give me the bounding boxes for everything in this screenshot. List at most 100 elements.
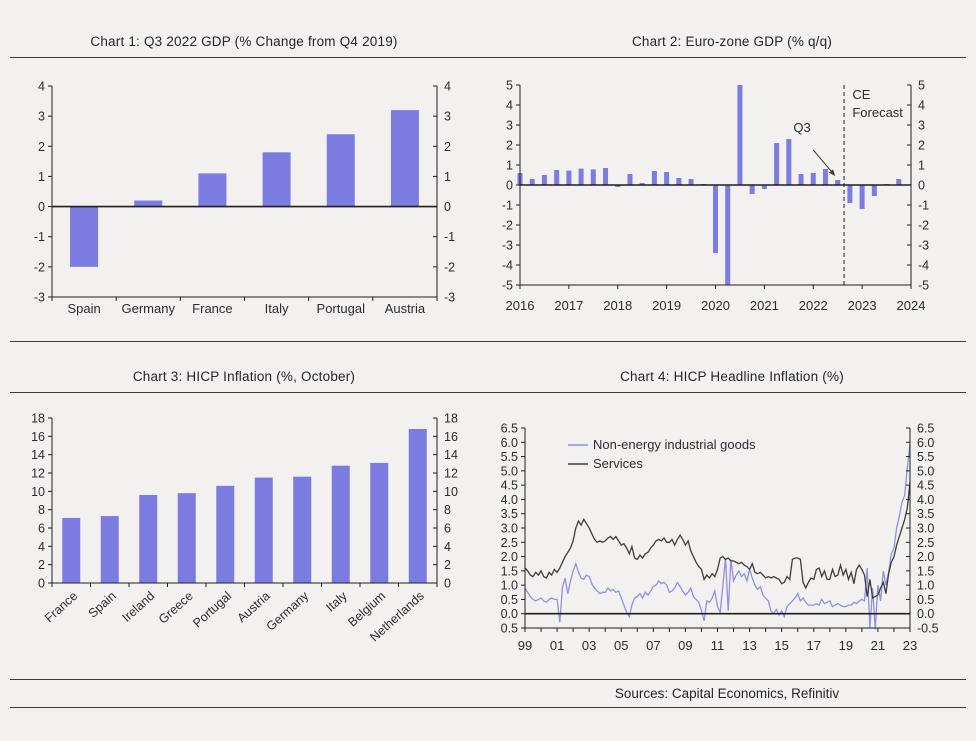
svg-text:0.5: 0.5	[917, 593, 934, 607]
svg-text:12: 12	[31, 467, 45, 481]
svg-text:-2: -2	[918, 219, 929, 233]
svg-text:Germany: Germany	[122, 301, 176, 316]
svg-text:10: 10	[444, 485, 458, 499]
svg-text:4.5: 4.5	[917, 479, 934, 493]
svg-text:Portugal: Portugal	[190, 589, 234, 631]
chart4-hicp-headline-line-chart: -0.5-0.50.00.00.50.51.01.01.51.52.02.02.…	[496, 393, 966, 673]
divider-sources-bottom	[10, 707, 966, 708]
svg-text:4: 4	[38, 540, 45, 554]
svg-text:2018: 2018	[603, 298, 632, 313]
svg-text:-2: -2	[502, 219, 513, 233]
svg-text:Ireland: Ireland	[119, 589, 157, 625]
svg-text:2017: 2017	[554, 298, 583, 313]
svg-text:11: 11	[711, 638, 725, 653]
svg-text:99: 99	[518, 638, 532, 653]
series-line-0	[524, 443, 911, 630]
series-line-1	[524, 482, 911, 600]
annotation-0: Q3	[793, 120, 810, 135]
svg-text:0.0: 0.0	[917, 607, 934, 621]
legend-label-0: Non-energy industrial goods	[593, 437, 756, 452]
svg-text:14: 14	[31, 448, 45, 462]
svg-text:8: 8	[444, 503, 451, 517]
chart2-title: Chart 2: Euro-zone GDP (% q/q)	[631, 34, 833, 49]
svg-text:12: 12	[444, 467, 458, 481]
divider-sources-top	[10, 679, 966, 680]
svg-text:15: 15	[774, 638, 788, 653]
svg-text:-1: -1	[502, 199, 513, 213]
svg-text:6.0: 6.0	[917, 436, 934, 450]
svg-text:2020: 2020	[701, 298, 730, 313]
svg-text:5.0: 5.0	[501, 464, 518, 478]
svg-text:18: 18	[444, 412, 458, 426]
title-row-2: Chart 3: HICP Inflation (%, October) Cha…	[0, 369, 976, 389]
svg-text:4.5: 4.5	[501, 479, 518, 493]
c3-bars	[62, 429, 427, 583]
axes	[48, 85, 438, 301]
divider-mid-2	[10, 392, 966, 393]
svg-text:-4: -4	[502, 259, 513, 273]
c2-canvas: -5 -5 -4 -4 -3 -3 -2 -2 -1 -1 0 0 1 1 2 2 3 3 4 4 5 5 2016 2017…	[502, 79, 929, 314]
svg-text:5.0: 5.0	[917, 464, 934, 478]
c3-canvas: 0 0 2 2 4 4 6 6 8 8 10 10 12 12 14 14 16 16 18 18 France Spai…	[31, 412, 458, 645]
svg-text:2: 2	[918, 139, 925, 153]
svg-text:6.0: 6.0	[501, 436, 518, 450]
svg-text:2024: 2024	[897, 298, 926, 313]
svg-text:1.5: 1.5	[917, 564, 934, 578]
svg-text:1.0: 1.0	[917, 579, 934, 593]
svg-text:4: 4	[918, 99, 925, 113]
svg-text:3.5: 3.5	[917, 507, 934, 521]
svg-text:2.0: 2.0	[917, 550, 934, 564]
svg-text:2.0: 2.0	[501, 550, 518, 564]
svg-text:Austria: Austria	[385, 301, 426, 316]
svg-text:-3: -3	[918, 239, 929, 253]
svg-text:Spain: Spain	[67, 301, 100, 316]
divider-top	[10, 57, 966, 58]
svg-text:2: 2	[444, 558, 451, 572]
svg-text:4: 4	[506, 99, 513, 113]
svg-text:0: 0	[918, 179, 925, 193]
svg-text:4: 4	[38, 80, 45, 94]
svg-text:19: 19	[839, 638, 853, 653]
svg-text:-1: -1	[34, 230, 45, 244]
svg-text:01: 01	[550, 638, 564, 653]
svg-text:6: 6	[38, 522, 45, 536]
c4-canvas: -0.5-0.50.00.00.50.51.01.01.51.52.02.02.…	[496, 422, 939, 654]
svg-text:1.5: 1.5	[501, 564, 518, 578]
svg-text:0: 0	[38, 200, 45, 214]
svg-text:6: 6	[444, 522, 451, 536]
svg-text:6.5: 6.5	[917, 422, 934, 436]
svg-text:France: France	[192, 301, 232, 316]
annotation-1: CE	[852, 87, 870, 102]
svg-text:-0.5: -0.5	[917, 622, 939, 636]
svg-text:1: 1	[444, 170, 451, 184]
svg-text:Spain: Spain	[86, 589, 119, 621]
svg-text:21: 21	[871, 638, 885, 653]
svg-text:1: 1	[38, 170, 45, 184]
svg-text:-3: -3	[444, 291, 455, 305]
svg-text:2021: 2021	[750, 298, 779, 313]
svg-text:3: 3	[38, 110, 45, 124]
chart3-title: Chart 3: HICP Inflation (%, October)	[132, 369, 356, 384]
svg-text:3: 3	[918, 119, 925, 133]
svg-text:5: 5	[918, 79, 925, 93]
chart2-eurozone-gdp-bar-chart: -5 -5 -4 -4 -3 -3 -2 -2 -1 -1 0 0 1 1 2 2 3 3 4 4 5 5 2016 2017…	[500, 60, 966, 340]
svg-text:-5: -5	[502, 279, 513, 293]
svg-text:2022: 2022	[799, 298, 828, 313]
svg-text:-3: -3	[502, 239, 513, 253]
c1-canvas: -3 -3 -2 -2 -1 -1 0 0 1 1 2 2 3 3 4 4 Spain Germany France…	[34, 80, 455, 317]
svg-text:5.5: 5.5	[917, 450, 934, 464]
svg-text:Portugal: Portugal	[317, 301, 366, 316]
annotation-arrowhead	[829, 169, 836, 176]
axes	[521, 427, 911, 632]
svg-text:-4: -4	[918, 259, 929, 273]
svg-text:4: 4	[444, 80, 451, 94]
svg-text:1: 1	[506, 159, 513, 173]
chart1-gdp-change-bar-chart: -3 -3 -2 -2 -1 -1 0 0 1 1 2 2 3 3 4 4 Spain Germany France…	[10, 60, 476, 340]
svg-text:1: 1	[918, 159, 925, 173]
svg-text:5: 5	[506, 79, 513, 93]
axes	[48, 417, 438, 587]
svg-text:-2: -2	[444, 260, 455, 274]
axes	[516, 84, 912, 289]
svg-text:3.0: 3.0	[501, 522, 518, 536]
svg-text:-5: -5	[918, 279, 929, 293]
